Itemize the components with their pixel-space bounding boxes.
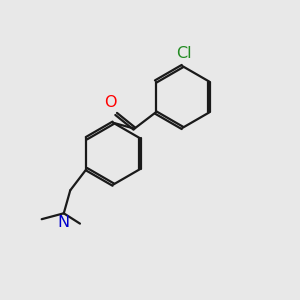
- Text: N: N: [58, 215, 70, 230]
- Text: Cl: Cl: [176, 46, 192, 61]
- Text: O: O: [105, 95, 117, 110]
